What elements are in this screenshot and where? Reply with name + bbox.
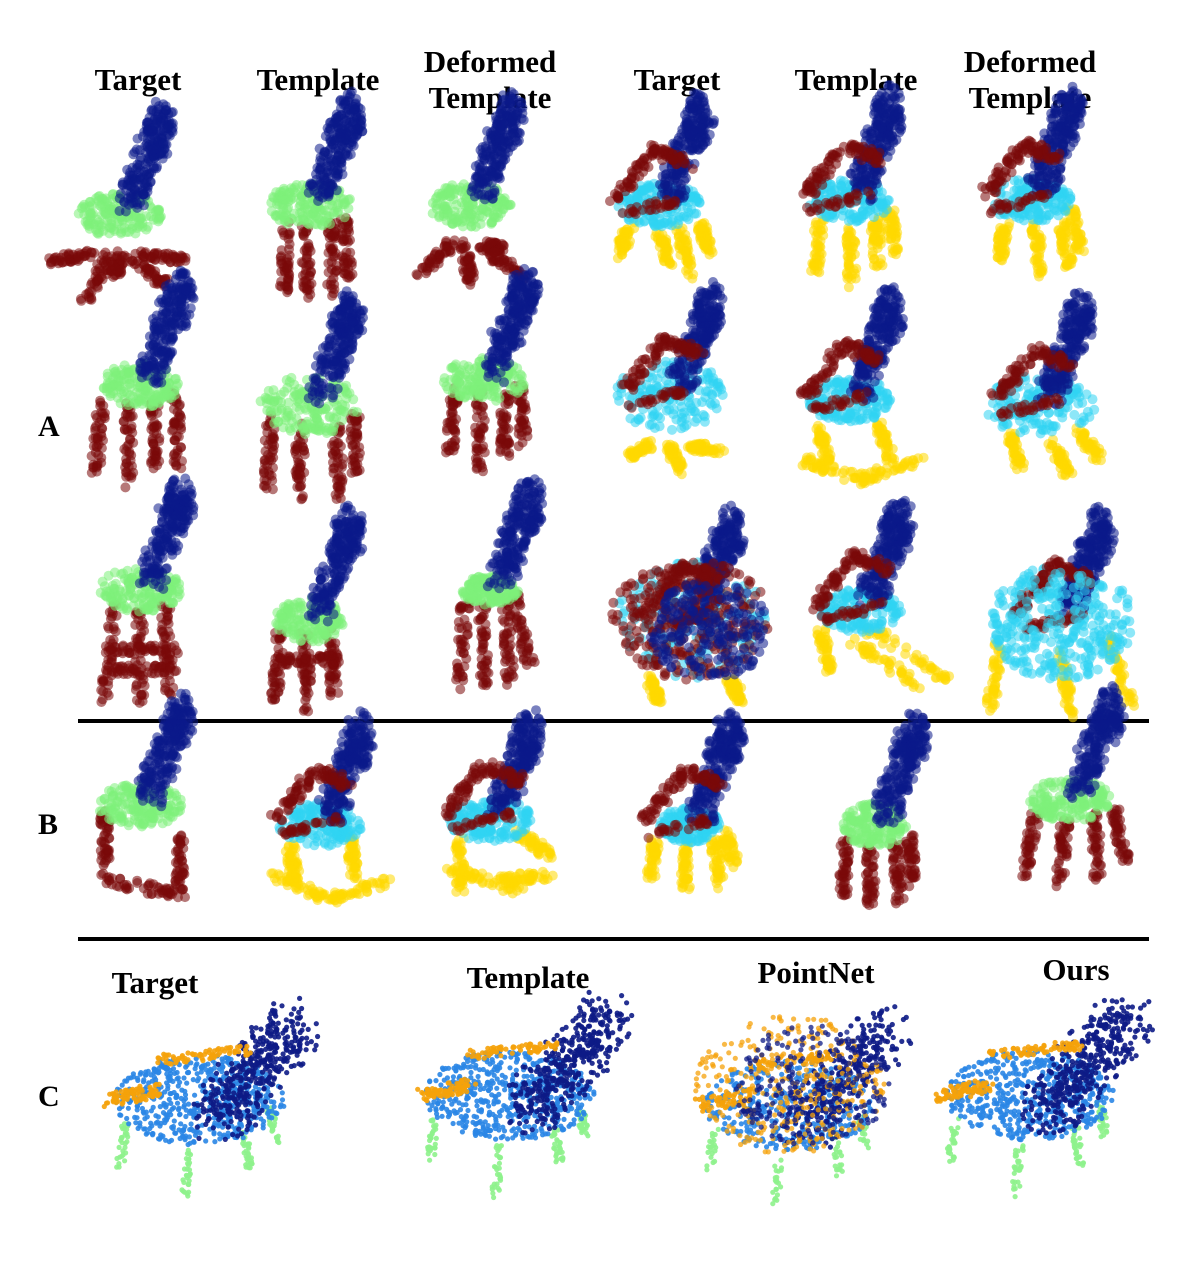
chair-a2-deformed-2 <box>984 288 1107 481</box>
chair-a3-target-2 <box>607 501 772 708</box>
chair-b-target <box>95 689 198 903</box>
chair-b-target-2 <box>637 707 749 894</box>
chair-a1-target-2 <box>605 88 719 284</box>
chair-c-target <box>102 996 321 1199</box>
chair-a2-deformed <box>439 264 544 476</box>
chair-c-ours <box>934 997 1155 1199</box>
chair-b-template-2 <box>834 709 932 911</box>
chair-a2-target <box>87 266 199 493</box>
chair-a3-template-2 <box>808 496 954 694</box>
chair-a1-target <box>44 97 190 306</box>
chair-a3-template <box>266 501 367 717</box>
chair-a2-template <box>256 286 369 504</box>
chair-a1-deformed <box>412 87 529 290</box>
chair-a1-template-2 <box>798 80 906 292</box>
chair-b-template <box>266 706 395 907</box>
chair-a2-target-2 <box>613 277 730 479</box>
chair-a1-template <box>266 87 367 303</box>
chair-b-deformed <box>441 705 558 898</box>
chair-a3-target <box>96 474 199 708</box>
chair-c-template <box>415 990 634 1200</box>
chair-a3-deformed <box>451 474 547 694</box>
chair-c-pointnet <box>693 1004 913 1206</box>
chair-a1-deformed-2 <box>977 82 1089 282</box>
chair-a2-template-2 <box>796 282 929 489</box>
